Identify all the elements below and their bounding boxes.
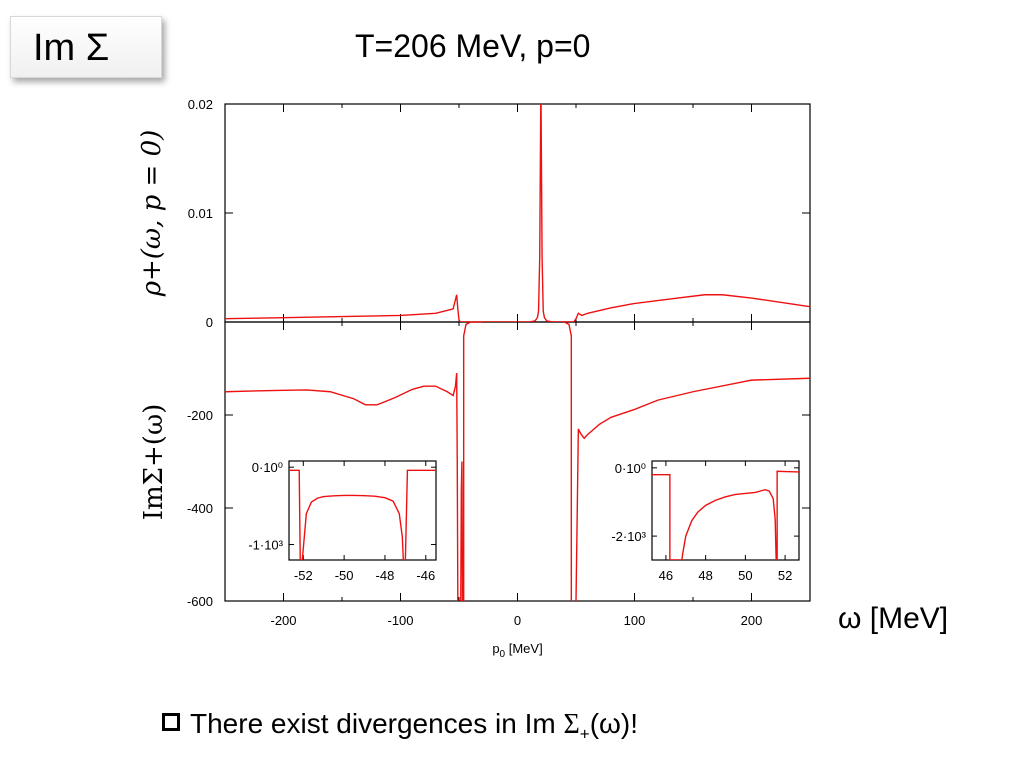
bottom-series-line	[225, 373, 458, 406]
inset-series-line	[289, 469, 436, 560]
bottom-series-line	[575, 377, 810, 601]
inset-x-tick-label: -52	[294, 568, 313, 583]
top-series-line	[225, 104, 810, 322]
bullet-subscript: +	[579, 724, 590, 744]
inset-x-tick-label: 48	[698, 568, 712, 583]
checkbox-icon	[162, 713, 180, 731]
inset-y-tick-label: -2·10³	[611, 529, 646, 544]
x-axis-label: p0 [MeV]	[492, 641, 542, 660]
top-y-tick-label: 0.02	[188, 97, 213, 112]
top-y-tick-label: 0.01	[188, 206, 213, 221]
bottom-y-axis-label: ImΣ+(ω)	[139, 404, 169, 521]
inset-x-tick-label: -46	[416, 568, 435, 583]
inset-x-tick-label: -50	[335, 568, 354, 583]
bullet-prefix: There exist divergences in Im	[190, 708, 564, 739]
omega-axis-label: ω [MeV]	[838, 602, 949, 635]
inset-y-tick-label: 0·10⁰	[615, 461, 646, 476]
bottom-y-tick-label: -200	[187, 408, 213, 423]
top-series-group	[225, 104, 810, 322]
bullet-suffix: (ω)!	[589, 708, 639, 739]
inset-x-tick-label: 50	[738, 568, 752, 583]
bottom-series-group	[225, 322, 810, 601]
slide-title: T=206 MeV, p=0	[355, 28, 591, 64]
bottom-series-line	[462, 322, 483, 601]
x-tick-label: -100	[387, 613, 413, 628]
inset-x-tick-label: 46	[659, 568, 673, 583]
bottom-series-line	[563, 322, 573, 601]
inset-x-tick-label: -48	[376, 568, 395, 583]
x-tick-label: 100	[624, 613, 646, 628]
top-y-axis-label: ρ+(ω, p = 0)	[137, 130, 167, 298]
bullet-point: There exist divergences in Im Σ+(ω)!	[162, 708, 638, 745]
bottom-series-line	[455, 373, 459, 601]
bullet-sigma: Σ	[563, 709, 580, 740]
top-y-tick-label: 0	[206, 315, 213, 330]
inset-x-tick-label: 52	[778, 568, 792, 583]
badge-label: Im Σ	[33, 27, 110, 69]
x-tick-label: 0	[514, 613, 521, 628]
x-tick-label: -200	[270, 613, 296, 628]
bottom-series-line	[460, 461, 464, 601]
inset-y-tick-label: -1·10³	[248, 538, 283, 553]
top-panel-frame	[224, 103, 811, 323]
inset-series-group	[652, 470, 799, 560]
inset-y-tick-label: 0·10⁰	[252, 460, 283, 475]
bottom-y-tick-label: -400	[187, 501, 213, 516]
bottom-y-tick-label: -600	[187, 594, 213, 609]
title-badge: Im Σ	[10, 16, 162, 78]
inset-series-line	[652, 470, 799, 560]
inset-frame	[288, 460, 437, 561]
x-tick-label: 200	[741, 613, 763, 628]
inset-series-group	[289, 469, 436, 560]
